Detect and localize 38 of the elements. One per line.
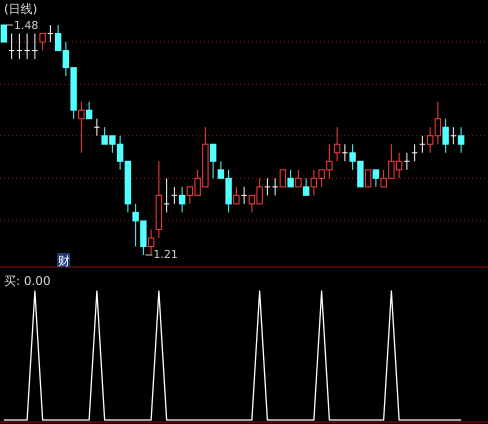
candlestick — [450, 126, 457, 145]
candlestick — [47, 24, 54, 43]
annotation: 1.21 — [153, 248, 178, 261]
candlestick — [32, 33, 38, 60]
candlestick — [458, 126, 464, 154]
candlestick — [178, 186, 186, 213]
annotation: 财 — [58, 254, 70, 268]
candlestick — [442, 118, 449, 154]
candlestick — [334, 126, 340, 162]
candlestick — [78, 101, 85, 154]
candlestick — [0, 24, 8, 43]
candlestick — [372, 169, 380, 188]
chart-title: (日线) — [4, 2, 38, 16]
candlestick — [302, 178, 310, 196]
candlestick — [280, 169, 286, 188]
candlestick — [171, 186, 178, 204]
candlestick — [148, 228, 154, 256]
candlestick — [233, 186, 240, 204]
candlestick — [24, 33, 30, 60]
candlestick — [94, 118, 100, 136]
candlestick — [210, 144, 216, 179]
candlestick — [411, 144, 418, 162]
chart-title: 买: 0.00 — [4, 274, 51, 288]
candlestick — [163, 178, 170, 213]
candlestick — [8, 33, 15, 60]
candlestick — [264, 178, 271, 196]
candlestick — [287, 169, 294, 188]
candlestick — [272, 178, 278, 196]
candlestick — [240, 186, 248, 204]
candlestick — [342, 144, 348, 162]
candlestick — [419, 135, 426, 154]
candlestick — [404, 152, 410, 170]
candlestick — [16, 33, 23, 60]
candlestick — [295, 169, 302, 188]
annotation: 1.48 — [14, 19, 38, 32]
candlestick — [364, 169, 372, 188]
candlestick — [39, 33, 46, 52]
candlestick — [86, 101, 92, 120]
